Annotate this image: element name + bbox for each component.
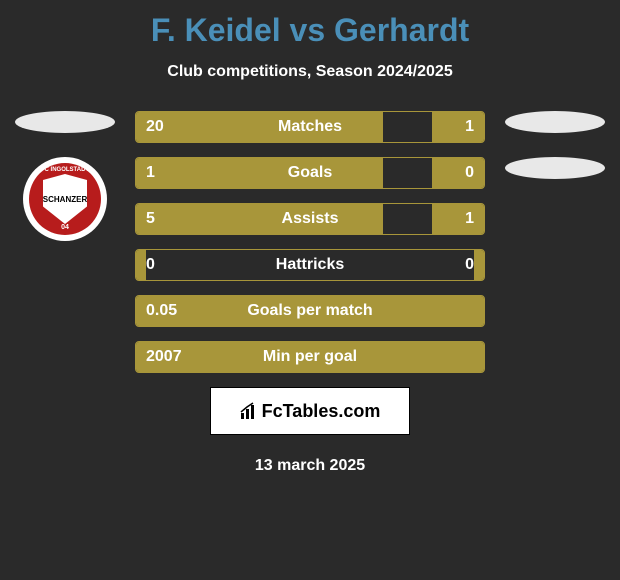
stat-row: 20 1 Matches <box>135 111 485 143</box>
chart-icon <box>240 402 258 420</box>
stat-row: 0 0 Hattricks <box>135 249 485 281</box>
stat-value-right: 1 <box>465 210 474 228</box>
badge-ring: FC INGOLSTADT SCHANZER 04 <box>29 163 101 235</box>
stat-label: Hattricks <box>276 256 344 274</box>
badge-shield-text: SCHANZER <box>43 195 87 204</box>
stat-value-right: 0 <box>465 256 474 274</box>
stat-bar-right <box>432 112 484 142</box>
stat-row: 5 1 Assists <box>135 203 485 235</box>
comparison-subtitle: Club competitions, Season 2024/2025 <box>0 63 620 81</box>
stat-value-left: 5 <box>146 210 155 228</box>
stat-label: Goals per match <box>247 302 372 320</box>
stat-row: 1 0 Goals <box>135 157 485 189</box>
content-area: FC INGOLSTADT SCHANZER 04 20 1 Matches 1 0 Go… <box>0 111 620 373</box>
stat-label: Min per goal <box>263 348 357 366</box>
stat-label: Goals <box>288 164 332 182</box>
stat-bars: 20 1 Matches 1 0 Goals 5 1 Assists 0 0 Hattricks 0.0… <box>135 111 485 373</box>
left-player-shadow <box>15 111 115 133</box>
stat-row: 0.05 Goals per match <box>135 295 485 327</box>
left-player-column: FC INGOLSTADT SCHANZER 04 <box>10 111 120 241</box>
stat-label: Assists <box>282 210 339 228</box>
stat-value-left: 2007 <box>146 348 182 366</box>
stat-value-right: 1 <box>465 118 474 136</box>
stat-bar-left <box>136 158 383 188</box>
stat-bar-right <box>432 158 484 188</box>
right-player-column <box>500 111 610 203</box>
stat-bar-right <box>432 204 484 234</box>
footer-date: 13 march 2025 <box>0 457 620 475</box>
stat-row: 2007 Min per goal <box>135 341 485 373</box>
badge-text-bottom: 04 <box>61 224 69 231</box>
stat-value-left: 1 <box>146 164 155 182</box>
stat-bar-left <box>136 250 146 280</box>
badge-shield: SCHANZER <box>43 174 87 224</box>
right-player-shadow-1 <box>505 111 605 133</box>
left-club-badge: FC INGOLSTADT SCHANZER 04 <box>23 157 107 241</box>
stat-value-left: 0.05 <box>146 302 177 320</box>
stat-bar-left <box>136 112 383 142</box>
stat-value-right: 0 <box>465 164 474 182</box>
badge-text-top: FC INGOLSTADT <box>41 167 89 173</box>
footer-banner: FcTables.com <box>210 387 410 435</box>
stat-value-left: 0 <box>146 256 155 274</box>
right-player-shadow-2 <box>505 157 605 179</box>
stat-bar-right <box>474 250 484 280</box>
stat-bar-left <box>136 204 383 234</box>
stat-value-left: 20 <box>146 118 164 136</box>
stat-label: Matches <box>278 118 342 136</box>
comparison-title: F. Keidel vs Gerhardt <box>0 0 620 49</box>
footer-banner-text: FcTables.com <box>262 401 381 422</box>
